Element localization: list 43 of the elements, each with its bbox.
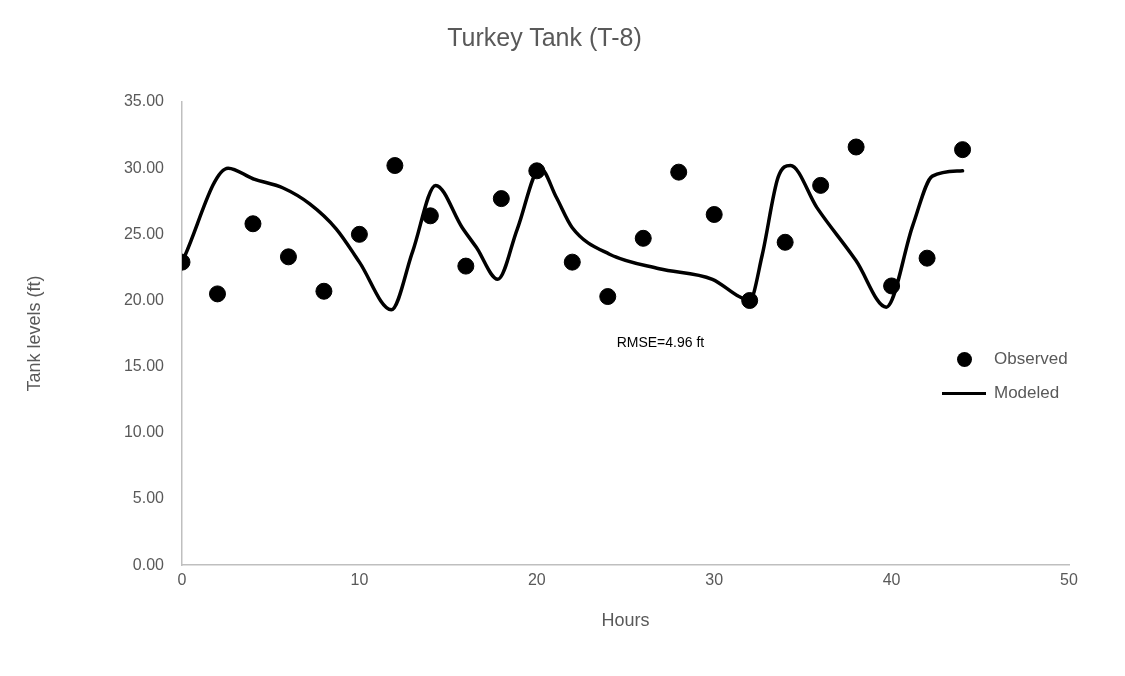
- point: [528, 162, 546, 180]
- point: [741, 292, 759, 310]
- point: [847, 138, 865, 156]
- point: [279, 248, 297, 266]
- point: [315, 282, 333, 300]
- point: [563, 253, 581, 271]
- x-tick-label: 30: [705, 571, 724, 589]
- y-tick-label: 20.00: [123, 290, 165, 308]
- y-axis-title: Tank levels (ft): [23, 275, 44, 392]
- point: [883, 277, 901, 295]
- x-tick-label: 0: [177, 571, 187, 589]
- point: [599, 288, 617, 306]
- y-tick-label: 25.00: [123, 224, 165, 242]
- y-tick-label: 5.00: [132, 489, 165, 507]
- point: [350, 225, 368, 243]
- point: [457, 257, 475, 275]
- line-series: [182, 163, 965, 312]
- point: [705, 205, 723, 223]
- chart-title: Turkey Tank (T-8): [447, 22, 642, 51]
- y-tick-label: 0.00: [132, 555, 165, 573]
- x-axis-title: Hours: [601, 610, 650, 631]
- x-tick-label: 50: [1060, 571, 1078, 589]
- y-tick-label: 10.00: [123, 423, 165, 441]
- x-tick-label: 40: [882, 571, 901, 589]
- point: [634, 229, 652, 247]
- point: [386, 157, 404, 175]
- point: [812, 176, 830, 194]
- point: [492, 190, 510, 208]
- y-tick-label: 15.00: [123, 357, 165, 375]
- x-tick-label: 20: [527, 571, 546, 589]
- point: [244, 215, 262, 233]
- point: [918, 249, 936, 267]
- annotation: RMSE=4.96 ft: [616, 333, 705, 350]
- point: [776, 233, 794, 251]
- point: [421, 207, 439, 225]
- y-tick-label: 30.00: [123, 158, 165, 176]
- point: [208, 285, 226, 303]
- point: [954, 141, 972, 159]
- point: [670, 163, 688, 181]
- y-tick-label: 35.00: [123, 92, 165, 110]
- legend-label: Modeled: [994, 383, 1060, 403]
- legend-label: Observed: [994, 349, 1068, 369]
- x-tick-label: 10: [350, 571, 369, 589]
